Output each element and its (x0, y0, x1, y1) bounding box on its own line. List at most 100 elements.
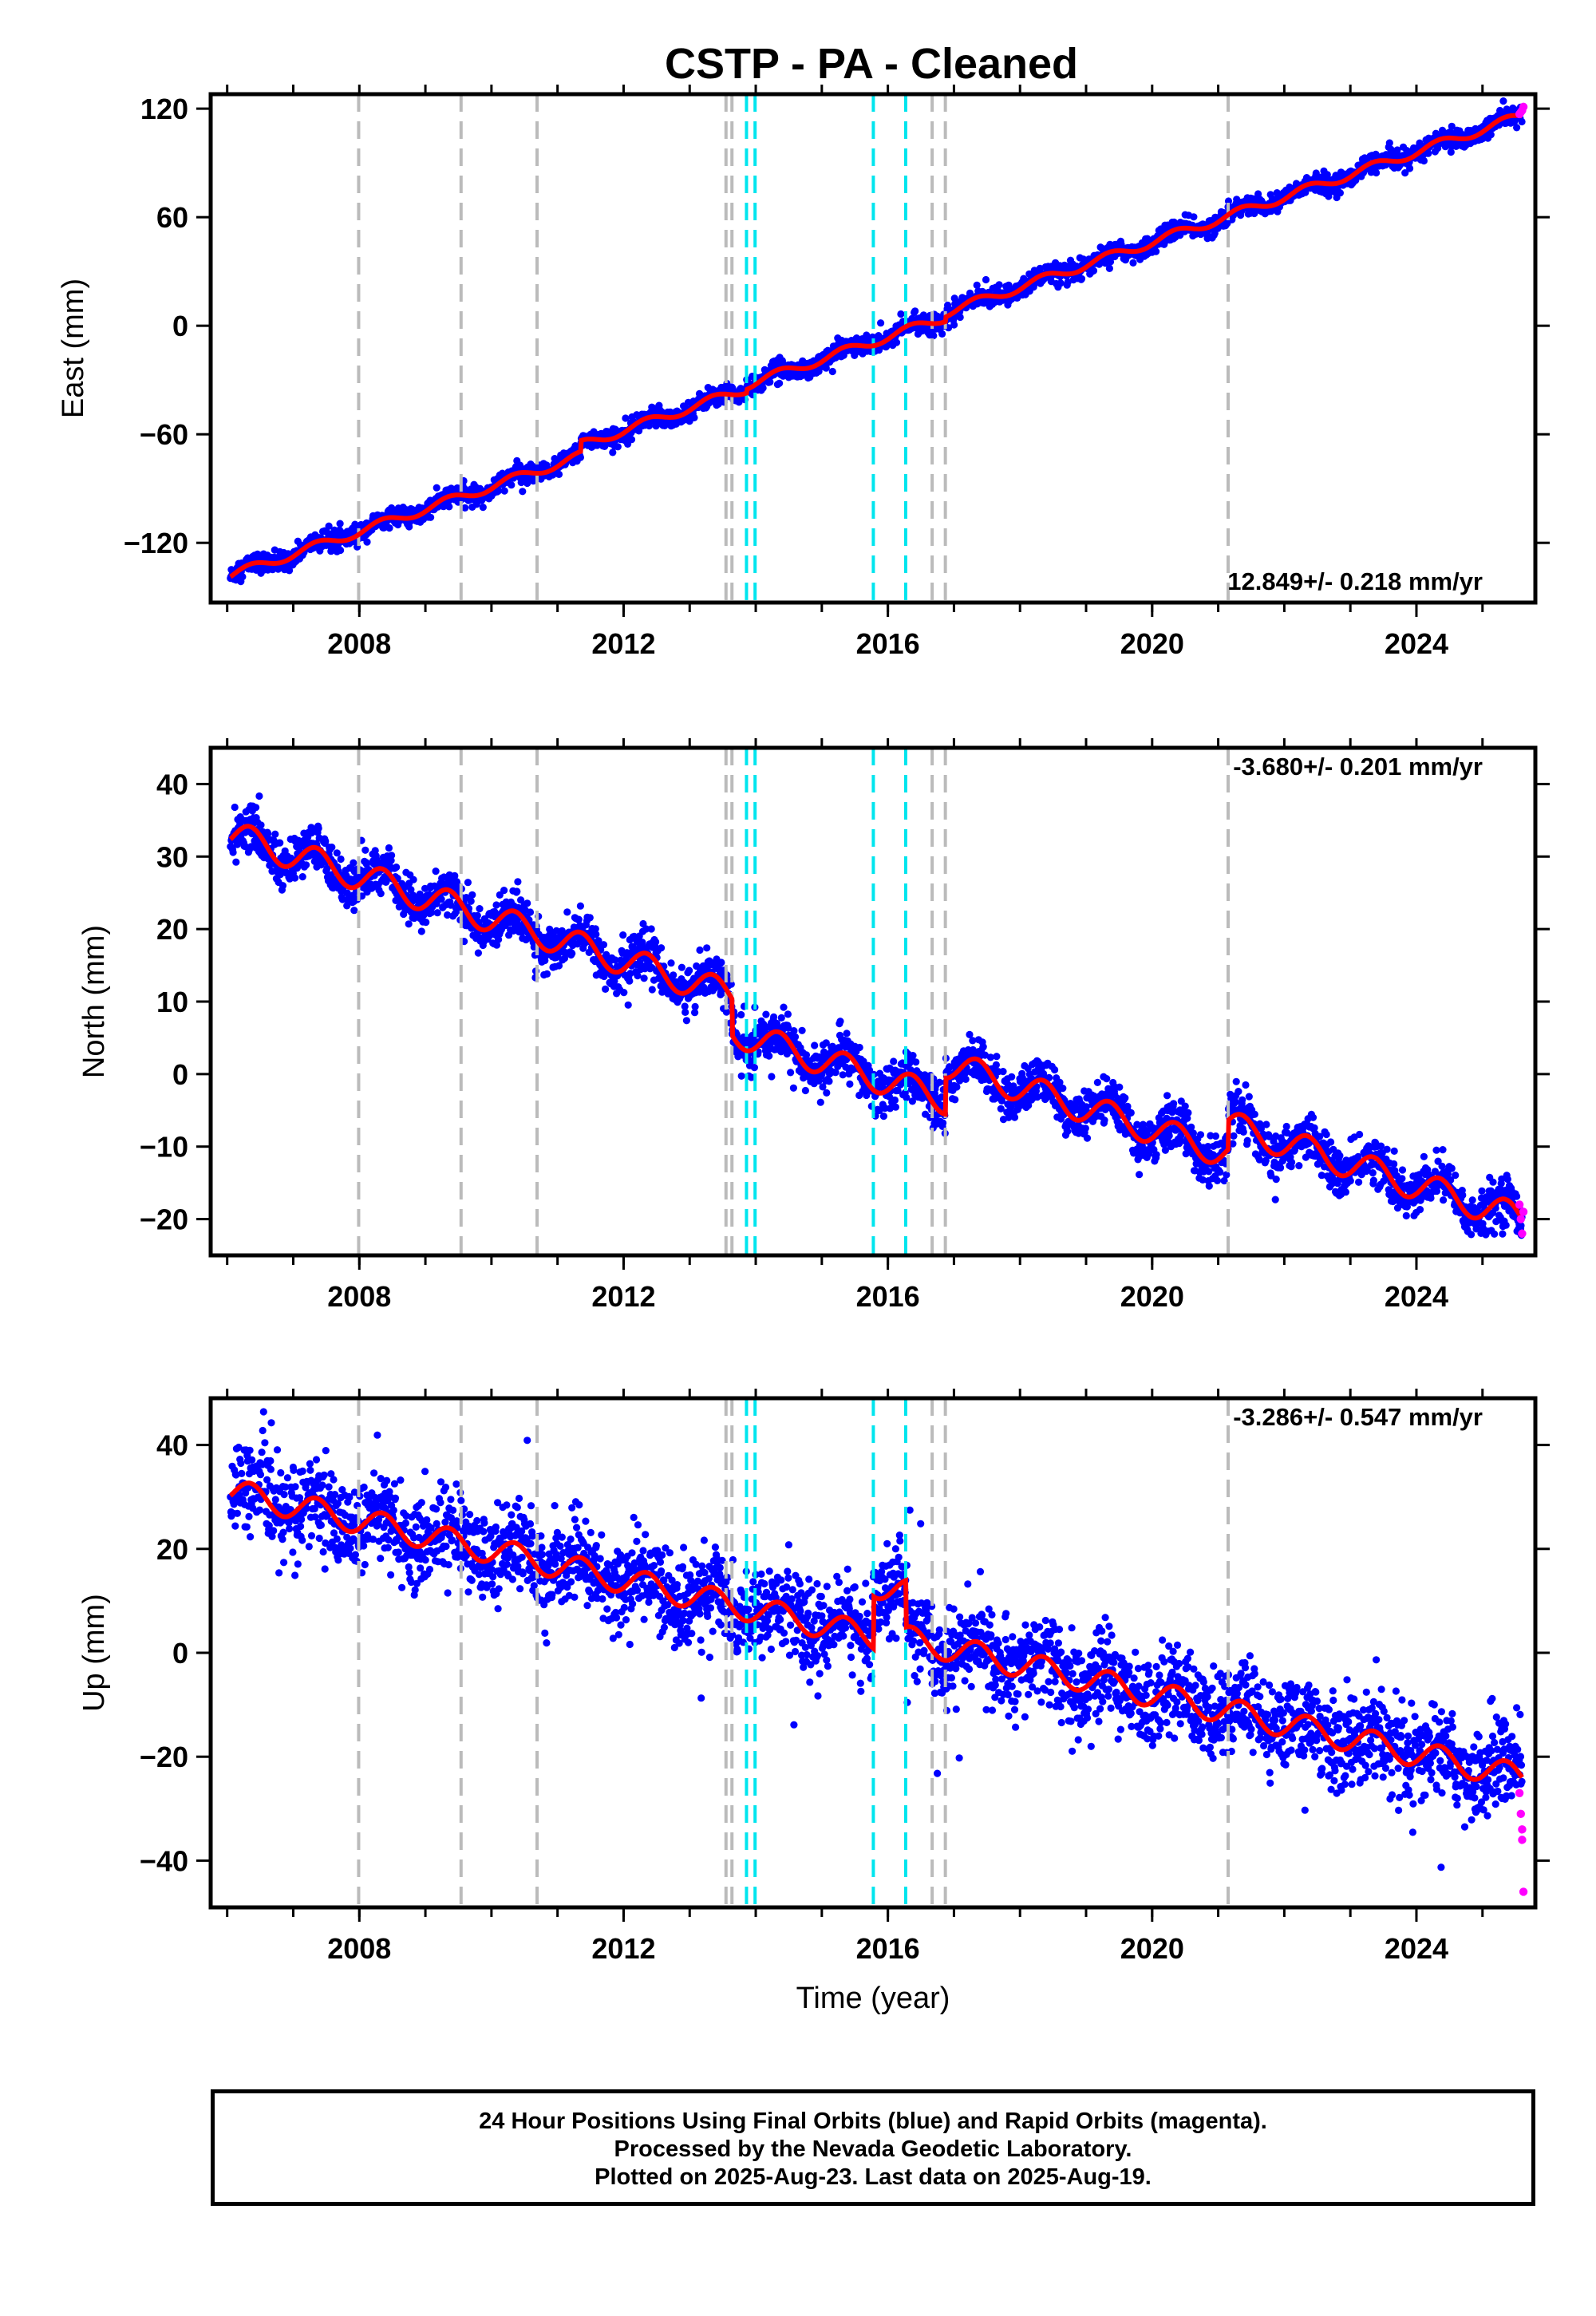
data-point (956, 313, 964, 322)
data-point (298, 873, 306, 881)
data-point (1036, 264, 1044, 272)
data-point (1190, 213, 1198, 221)
data-point (624, 1001, 632, 1009)
data-point (982, 275, 990, 284)
y-axis-label: East (mm) (57, 279, 90, 418)
data-point (1008, 1073, 1016, 1081)
data-point (979, 1043, 987, 1051)
data-point (433, 484, 440, 492)
data-point (422, 919, 430, 927)
data-point (1406, 164, 1414, 172)
x-tick-label: 2024 (1385, 627, 1448, 660)
data-point (634, 972, 642, 980)
data-point (526, 908, 535, 916)
x-tick-label: 2012 (591, 627, 655, 660)
data-point (678, 963, 686, 971)
data-point (388, 852, 396, 860)
data-point (614, 443, 622, 451)
data-point (938, 330, 946, 338)
data-point (1373, 168, 1381, 177)
data-point (647, 925, 655, 933)
data-point (279, 882, 287, 890)
panel-2: 2008 2012 2016 2020 2024−20−10010203040North… (77, 738, 1550, 1313)
data-point (836, 1018, 844, 1026)
data-point (492, 901, 500, 909)
data-point (575, 915, 583, 923)
data-point (576, 453, 585, 461)
data-point (828, 367, 836, 376)
data-point (696, 946, 704, 954)
data-point (648, 986, 656, 994)
data-point (811, 1041, 819, 1049)
data-point (930, 332, 938, 340)
data-point (464, 879, 472, 887)
data-point (777, 1014, 785, 1022)
data-point (1057, 279, 1065, 287)
data-point (897, 310, 905, 318)
data-point (825, 1077, 833, 1085)
y-tick-label: −120 (124, 527, 188, 559)
data-point (586, 914, 594, 922)
data-point (409, 875, 417, 883)
data-point (1420, 156, 1428, 165)
data-point (912, 1058, 920, 1066)
data-point (667, 959, 675, 967)
data-point (737, 1072, 745, 1080)
data-point (992, 1061, 1000, 1069)
data-point (750, 1064, 759, 1072)
data-point (602, 985, 610, 993)
data-point (479, 504, 487, 512)
data-point (909, 1052, 917, 1060)
data-point (768, 1073, 776, 1081)
data-point (337, 546, 345, 555)
data-point (765, 1052, 773, 1060)
data-point (801, 1086, 810, 1095)
data-point (891, 1096, 899, 1105)
data-point (523, 899, 531, 907)
data-point (1077, 275, 1086, 283)
data-point (787, 1069, 795, 1077)
data-point (543, 970, 551, 978)
data-point (468, 891, 476, 899)
data-point (1336, 189, 1344, 197)
rapid-orbit-points (1515, 102, 1528, 119)
data-point (652, 938, 660, 946)
data-point (314, 824, 322, 832)
data-point (514, 878, 522, 886)
data-point (500, 487, 508, 495)
data-point (622, 414, 630, 422)
data-point (592, 931, 600, 939)
data-point (385, 524, 393, 532)
y-tick-label: −60 (140, 418, 188, 451)
data-point (670, 971, 678, 979)
data-point (476, 905, 484, 913)
data-point (599, 941, 608, 949)
data-point (322, 837, 330, 845)
data-point (798, 1026, 806, 1034)
data-point (638, 939, 646, 947)
data-point (951, 1096, 959, 1104)
final-orbit-points (227, 792, 1526, 1239)
data-point (1105, 264, 1113, 272)
data-point (877, 319, 885, 327)
data-point (563, 908, 571, 916)
x-tick-label: 2020 (1120, 627, 1184, 660)
data-point (890, 1057, 898, 1065)
data-point (405, 920, 413, 928)
data-point (737, 1010, 745, 1019)
y-tick-label: 0 (172, 310, 188, 342)
data-point (691, 1002, 699, 1010)
data-point (461, 504, 469, 512)
data-point (626, 977, 634, 985)
data-point (690, 413, 698, 422)
y-tick-label: 120 (140, 93, 188, 125)
data-point (619, 931, 627, 939)
data-point (239, 573, 247, 581)
data-point (620, 989, 628, 997)
data-point (474, 949, 483, 957)
data-point (1499, 97, 1507, 105)
rate-label: 12.849+/- 0.218 mm/yr (1227, 567, 1483, 595)
data-point (508, 481, 516, 489)
data-point (681, 1008, 689, 1016)
data-point (337, 855, 345, 864)
